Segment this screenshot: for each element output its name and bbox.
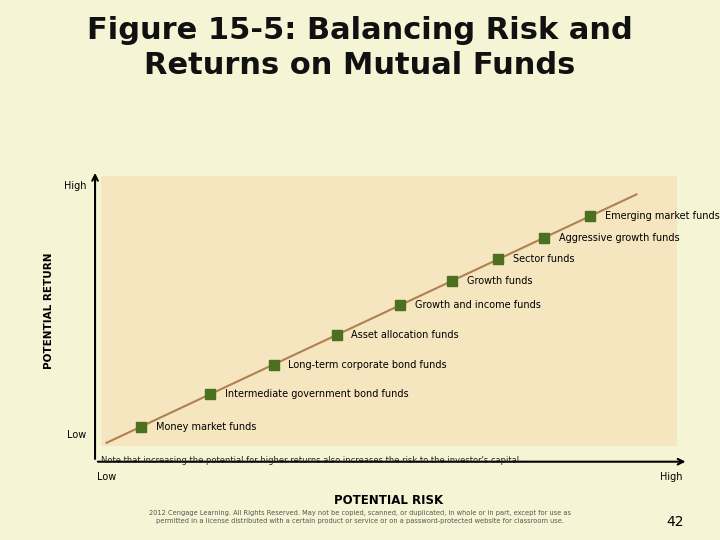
Text: Asset allocation funds: Asset allocation funds [351,330,459,340]
Text: Low: Low [97,472,116,483]
Text: Growth and income funds: Growth and income funds [415,300,541,310]
Text: POTENTIAL RISK: POTENTIAL RISK [334,494,444,507]
Text: Long-term corporate bond funds: Long-term corporate bond funds [288,360,446,369]
Text: POTENTIAL RETURN: POTENTIAL RETURN [44,252,54,369]
Text: High: High [64,181,86,191]
Text: Figure 15-5: Balancing Risk and
Returns on Mutual Funds: Figure 15-5: Balancing Risk and Returns … [87,16,633,80]
Text: Intermediate government bond funds: Intermediate government bond funds [225,389,408,399]
Text: 2012 Cengage Learning. All Rights Reserved. May not be copied, scanned, or dupli: 2012 Cengage Learning. All Rights Reserv… [149,510,571,524]
Text: Growth funds: Growth funds [467,276,532,286]
Text: Note that increasing the potential for higher returns also increases the risk to: Note that increasing the potential for h… [101,456,521,465]
Text: Aggressive growth funds: Aggressive growth funds [559,233,680,242]
Text: Emerging market funds: Emerging market funds [605,211,719,221]
Text: Low: Low [67,430,86,440]
Text: Sector funds: Sector funds [513,254,574,264]
Text: 42: 42 [667,515,684,529]
Text: Money market funds: Money market funds [156,422,256,431]
Text: High: High [660,472,683,483]
